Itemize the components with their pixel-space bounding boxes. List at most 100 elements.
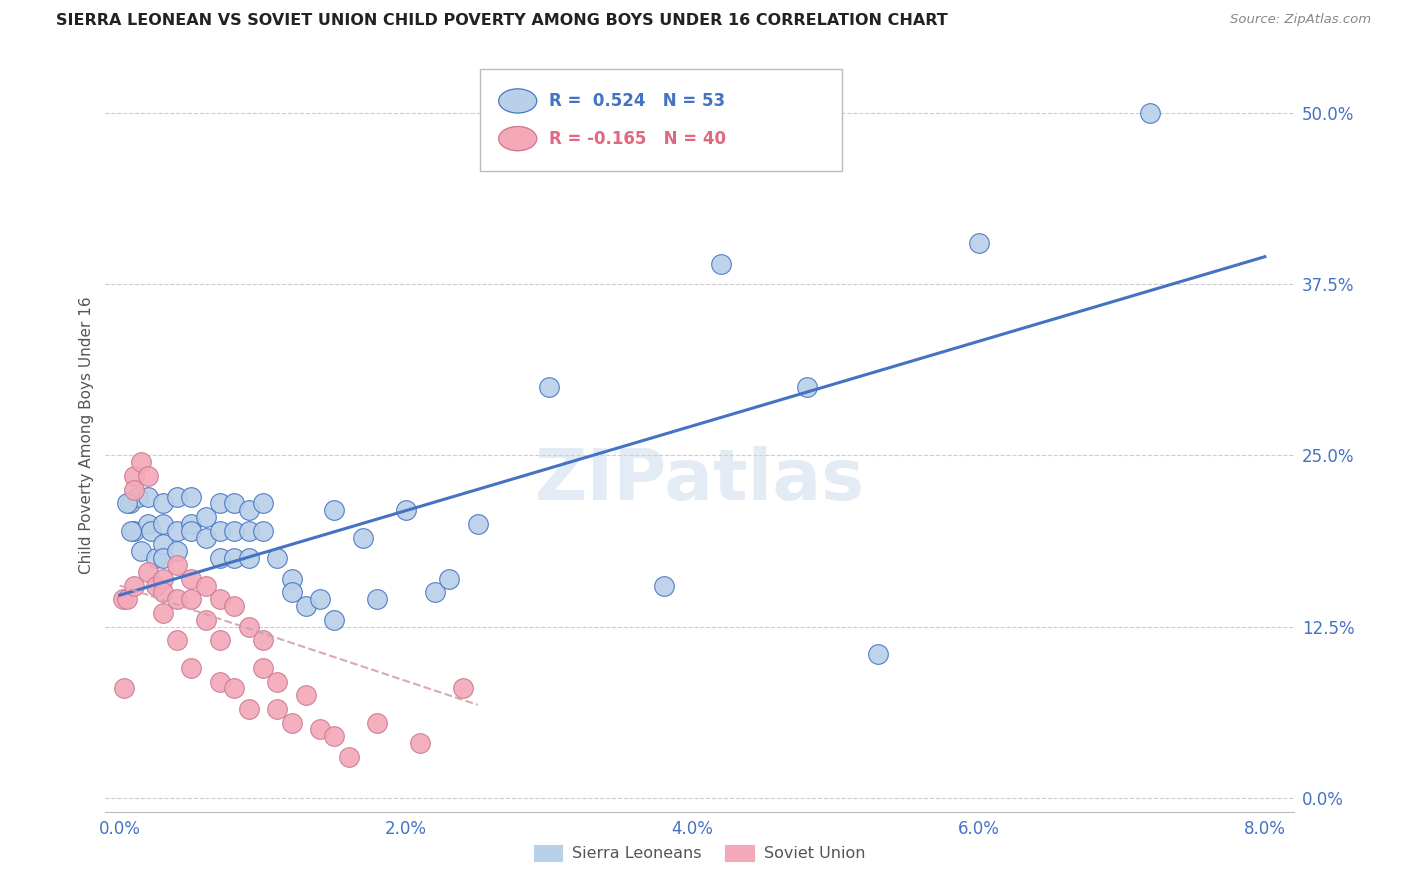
Point — [166, 544, 188, 558]
Point — [115, 592, 138, 607]
Point — [138, 565, 160, 579]
Text: R =  0.524   N = 53: R = 0.524 N = 53 — [548, 92, 724, 110]
Point — [194, 531, 217, 545]
Point — [152, 572, 174, 586]
Point — [295, 599, 318, 614]
Circle shape — [499, 127, 537, 151]
Point — [295, 688, 318, 702]
Point — [145, 578, 167, 592]
Text: SIERRA LEONEAN VS SOVIET UNION CHILD POVERTY AMONG BOYS UNDER 16 CORRELATION CHA: SIERRA LEONEAN VS SOVIET UNION CHILD POV… — [56, 13, 948, 29]
Point — [224, 524, 246, 538]
Point — [152, 537, 174, 551]
Point — [166, 633, 188, 648]
Point — [208, 496, 231, 510]
Point — [252, 524, 274, 538]
Point — [115, 496, 138, 510]
Point — [208, 551, 231, 566]
Point — [111, 592, 134, 607]
Point — [122, 483, 145, 497]
Point — [868, 647, 890, 661]
Point — [180, 490, 202, 504]
Point — [180, 524, 202, 538]
Point — [409, 736, 432, 750]
Point — [145, 551, 167, 566]
Point — [1139, 105, 1161, 120]
Point — [224, 681, 246, 696]
Text: Source: ZipAtlas.com: Source: ZipAtlas.com — [1230, 13, 1371, 27]
Point — [352, 531, 374, 545]
Point — [453, 681, 475, 696]
Point — [120, 524, 142, 538]
Point — [366, 592, 388, 607]
Point — [208, 592, 231, 607]
Point — [710, 256, 733, 270]
Point — [152, 551, 174, 566]
Point — [238, 524, 260, 538]
Point — [112, 681, 135, 696]
Point — [122, 469, 145, 483]
Point — [194, 613, 217, 627]
Y-axis label: Child Poverty Among Boys Under 16: Child Poverty Among Boys Under 16 — [79, 296, 94, 574]
Point — [138, 469, 160, 483]
Point — [266, 551, 288, 566]
Legend: Sierra Leoneans, Soviet Union: Sierra Leoneans, Soviet Union — [527, 838, 872, 868]
Point — [323, 503, 346, 517]
Point — [224, 496, 246, 510]
Point — [238, 620, 260, 634]
Point — [166, 592, 188, 607]
Point — [122, 524, 145, 538]
Point — [194, 510, 217, 524]
Point — [280, 585, 302, 599]
Point — [266, 702, 288, 716]
Point — [423, 585, 446, 599]
Point — [180, 592, 202, 607]
Point — [180, 516, 202, 531]
FancyBboxPatch shape — [479, 70, 842, 171]
Point — [129, 455, 152, 469]
Point — [152, 496, 174, 510]
Point — [166, 524, 188, 538]
Point — [238, 551, 260, 566]
Point — [238, 702, 260, 716]
Text: ZIPatlas: ZIPatlas — [534, 446, 865, 515]
Point — [323, 613, 346, 627]
Point — [796, 380, 818, 394]
Point — [180, 661, 202, 675]
Point — [280, 715, 302, 730]
Point — [127, 490, 149, 504]
Point — [280, 572, 302, 586]
Point — [208, 633, 231, 648]
Point — [224, 599, 246, 614]
Point — [138, 490, 160, 504]
Point — [152, 585, 174, 599]
Point — [252, 496, 274, 510]
Point — [967, 235, 990, 250]
Point — [652, 578, 675, 592]
Point — [467, 516, 489, 531]
Point — [129, 544, 152, 558]
Point — [166, 558, 188, 572]
Point — [252, 633, 274, 648]
Point — [309, 592, 332, 607]
Point — [238, 503, 260, 517]
Point — [366, 715, 388, 730]
Point — [337, 750, 360, 764]
Point — [122, 578, 145, 592]
Point — [538, 380, 561, 394]
Point — [166, 490, 188, 504]
Point — [194, 578, 217, 592]
Circle shape — [499, 89, 537, 113]
Point — [152, 516, 174, 531]
Point — [437, 572, 460, 586]
Point — [180, 572, 202, 586]
Point — [323, 730, 346, 744]
Point — [138, 516, 160, 531]
Point — [252, 661, 274, 675]
Point — [208, 674, 231, 689]
Point — [266, 674, 288, 689]
Point — [395, 503, 418, 517]
Point — [309, 723, 332, 737]
Point — [208, 524, 231, 538]
Point — [141, 524, 163, 538]
Point — [118, 496, 141, 510]
